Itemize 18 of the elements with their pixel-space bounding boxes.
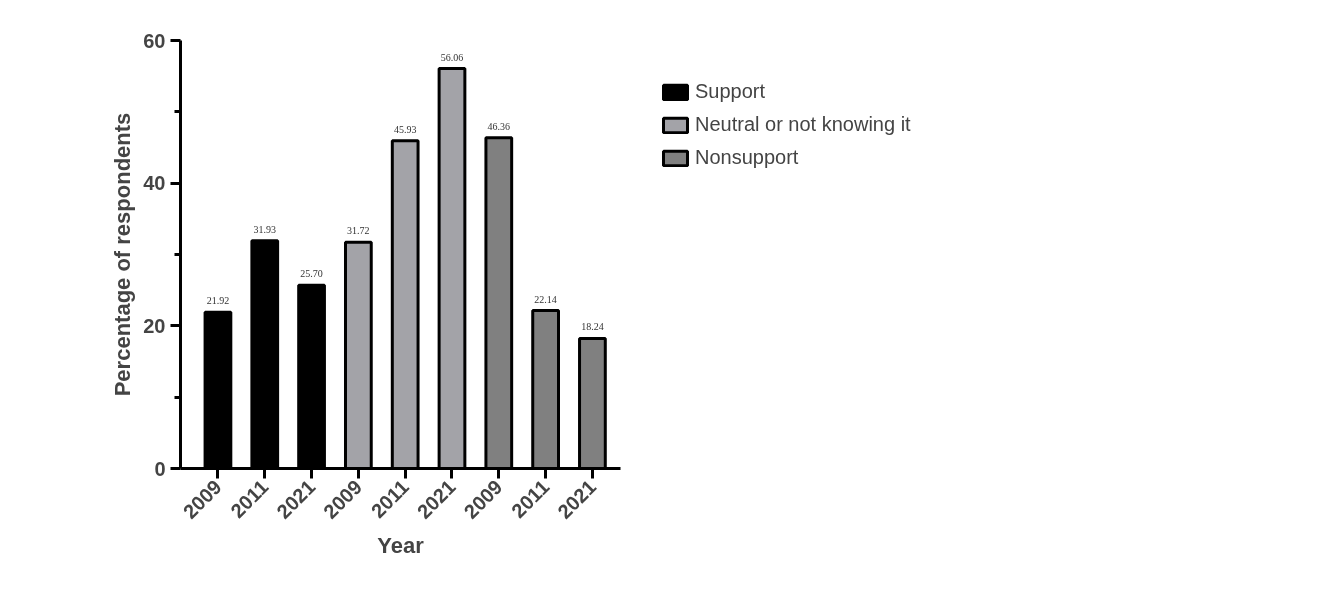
legend-label: Support bbox=[695, 80, 766, 103]
data-label: 22.14 bbox=[534, 293, 557, 305]
y-tick-label: 40 bbox=[143, 172, 166, 195]
y-tick-label: 60 bbox=[143, 29, 166, 52]
y-tick-label: 20 bbox=[143, 314, 166, 337]
data-label: 31.93 bbox=[253, 223, 277, 235]
y-tick-label: 0 bbox=[154, 457, 166, 480]
legend-label: Nonsupport bbox=[695, 146, 799, 169]
data-label: 45.93 bbox=[393, 123, 417, 135]
data-label: 56.06 bbox=[440, 51, 464, 63]
data-label: 18.24 bbox=[581, 321, 604, 333]
data-label: 31.72 bbox=[347, 225, 370, 237]
x-axis-title: Year bbox=[377, 532, 425, 558]
legend-label: Neutral or not knowing it bbox=[695, 113, 911, 136]
data-label: 25.70 bbox=[300, 268, 323, 280]
data-label: 21.92 bbox=[206, 295, 230, 307]
data-label: 46.36 bbox=[487, 120, 511, 132]
y-axis-title: Percentage of respondents bbox=[110, 112, 136, 397]
